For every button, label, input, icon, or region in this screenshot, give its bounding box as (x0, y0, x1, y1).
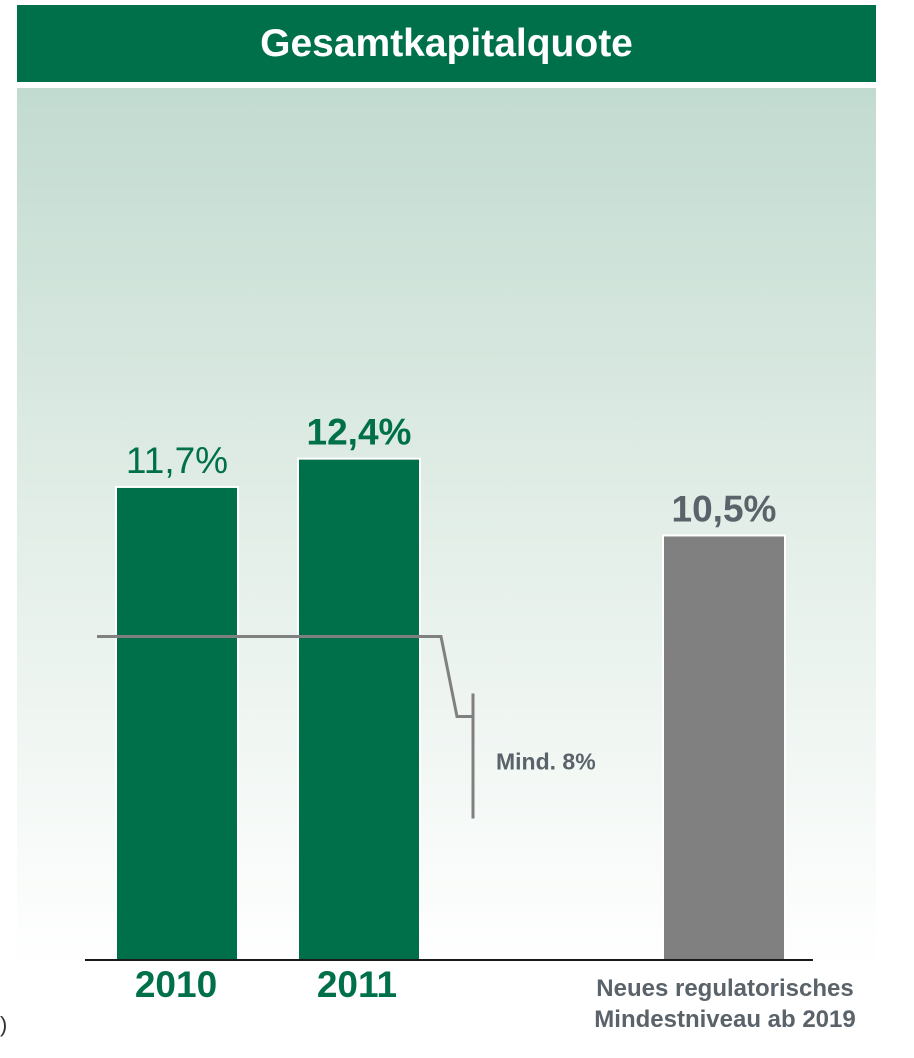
reference-line-group: Mind. 8% (97, 635, 596, 819)
category-label-2019-line2: Mindestniveau ab 2019 (594, 1006, 856, 1033)
value-labels-layer: 11,7% 12,4% 10,5% (126, 412, 777, 530)
reference-line (97, 635, 473, 719)
category-label-2019-line1: Neues regulatorisches (596, 975, 854, 1002)
category-label-2010: 2010 (134, 964, 218, 1005)
value-label-2: 12,4% (307, 412, 412, 453)
chart-title: Gesamtkapitalquote (260, 21, 633, 65)
category-label-2011: 2011 (316, 964, 398, 1005)
reference-line-label: Mind. 8% (496, 749, 596, 775)
bar-2010 (115, 485, 239, 961)
value-label-1: 11,7% (126, 440, 228, 481)
category-label-2019: Neues regulatorisches Mindestniveau ab 2… (540, 973, 910, 1035)
bar-neues (662, 534, 786, 961)
value-label-3: 10,5% (672, 488, 777, 529)
chart-title-bar: Gesamtkapitalquote (17, 5, 876, 82)
bar-2011 (297, 457, 421, 961)
bars-layer (115, 457, 786, 961)
edge-text-fragment: ) (0, 1012, 8, 1037)
